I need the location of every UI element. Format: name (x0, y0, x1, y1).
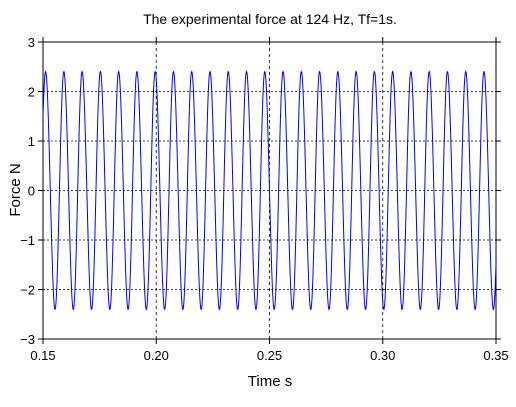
y-axis-label: Force N (7, 163, 24, 216)
x-tick-label: 0.35 (483, 348, 508, 363)
chart-title: The experimental force at 124 Hz, Tf=1s. (143, 11, 397, 27)
x-tick-labels: 0.15 0.20 0.25 0.30 0.35 (30, 348, 508, 363)
y-tick-label: 0 (28, 184, 35, 199)
y-tick-label: −3 (20, 332, 35, 347)
y-tick-label: −2 (20, 283, 35, 298)
tick-marks (38, 37, 501, 344)
y-tick-label: 2 (28, 85, 35, 100)
x-tick-label: 0.25 (257, 348, 282, 363)
y-tick-label: 1 (28, 134, 35, 149)
x-axis-label: Time s (248, 373, 292, 390)
y-tick-label: 3 (28, 35, 35, 50)
x-tick-label: 0.15 (30, 348, 55, 363)
grid (43, 42, 496, 339)
y-tick-labels: −3 −2 −1 0 1 2 3 (20, 35, 35, 347)
x-tick-label: 0.30 (370, 348, 395, 363)
series-line-force (42, 70, 497, 311)
x-tick-label: 0.20 (144, 348, 169, 363)
y-tick-label: −1 (20, 233, 35, 248)
